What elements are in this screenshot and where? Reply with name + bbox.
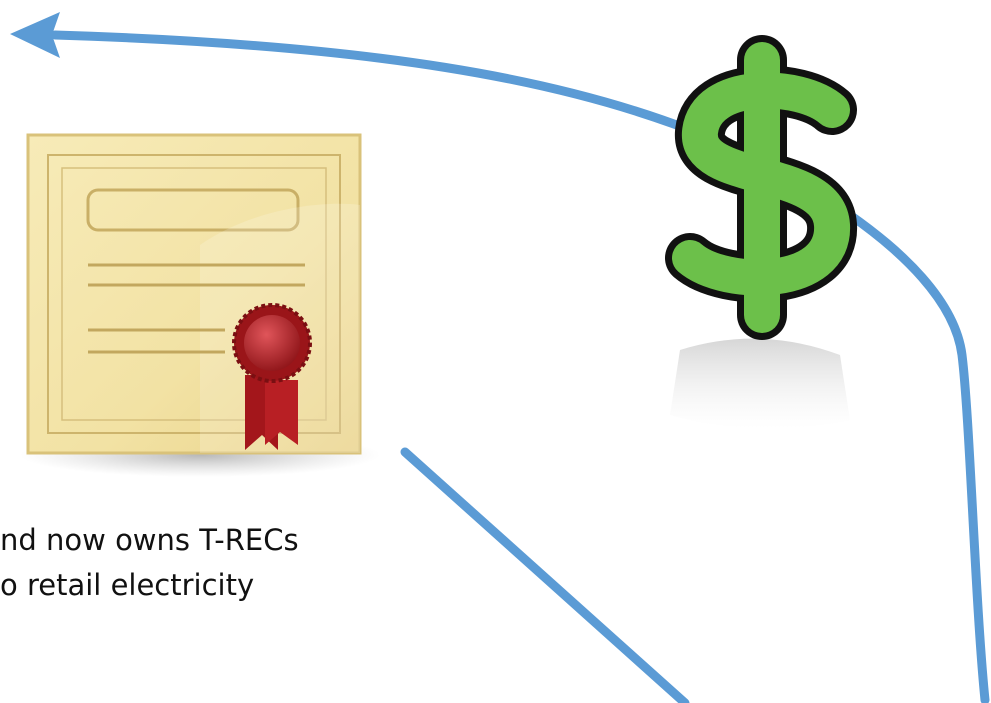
diagonal-arrow	[400, 447, 690, 703]
dollar-icon	[665, 35, 857, 429]
caption-line: nd now owns T-RECs	[0, 523, 299, 557]
caption-line: o retail electricity	[0, 568, 254, 602]
top-arrow	[50, 30, 695, 135]
arrow-head	[10, 12, 60, 58]
curve	[845, 210, 990, 703]
certificate-icon	[20, 133, 380, 477]
arrows	[50, 30, 990, 703]
